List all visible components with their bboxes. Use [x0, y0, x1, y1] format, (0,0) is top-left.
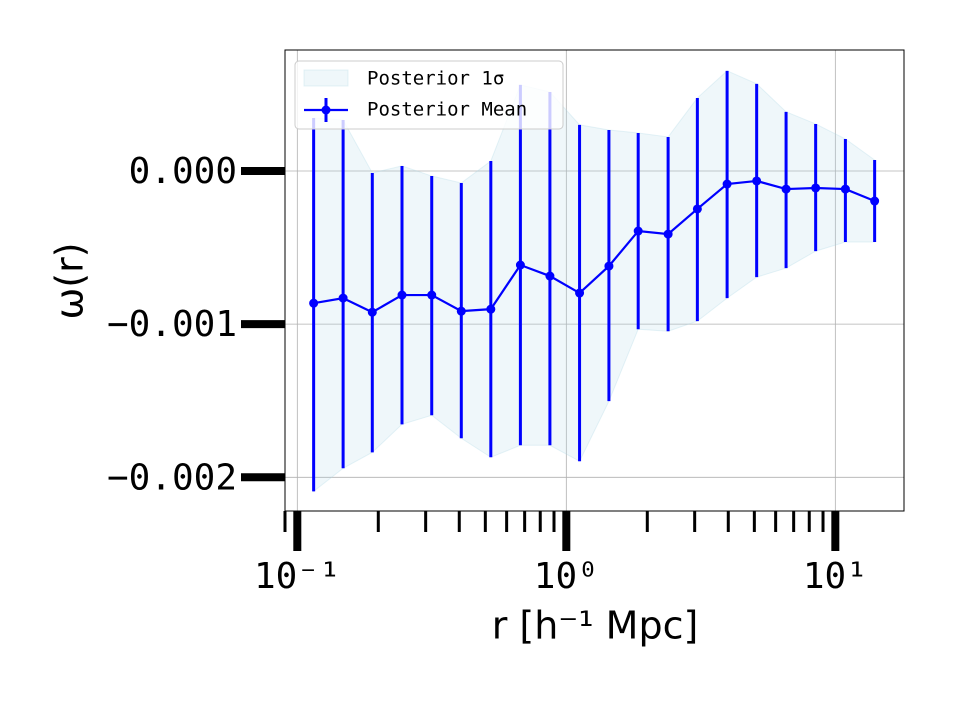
legend-label: Posterior 1σ — [367, 68, 504, 90]
legend-label: Posterior Mean — [367, 99, 527, 121]
mean-point — [781, 184, 791, 194]
mean-point — [338, 293, 348, 303]
mean-point — [663, 229, 673, 239]
y-tick-label: −0.002 — [107, 457, 237, 498]
mean-point — [515, 260, 525, 270]
mean-point — [752, 176, 762, 186]
mean-point — [811, 183, 821, 193]
mean-point — [633, 226, 643, 236]
legend-marker — [321, 105, 331, 115]
mean-point — [692, 204, 702, 214]
x-axis-label: r [h⁻¹ Mpc] — [492, 604, 699, 648]
y-tick-label: 0.000 — [129, 151, 237, 192]
mean-point — [870, 196, 880, 206]
mean-point — [604, 261, 614, 271]
mean-point — [367, 307, 377, 317]
legend: Posterior 1σ Posterior Mean — [294, 60, 564, 130]
mean-point — [840, 184, 850, 194]
y-axis-label: ω(r) — [48, 242, 92, 319]
mean-point — [427, 290, 437, 300]
mean-point — [575, 288, 585, 298]
mean-point — [309, 298, 319, 308]
mean-point — [545, 271, 555, 281]
mean-line — [313, 179, 876, 314]
mean-point — [486, 304, 496, 314]
plot-frame — [284, 49, 905, 512]
legend-box — [294, 60, 564, 130]
mean-point — [722, 179, 732, 189]
mean-point — [456, 306, 466, 316]
x-tick-label: 10⁻¹ — [254, 556, 341, 597]
mean-point — [397, 290, 407, 300]
legend-swatch — [303, 69, 349, 87]
x-tick-label: 10⁰ — [534, 556, 599, 597]
x-tick-label: 10¹ — [803, 556, 868, 597]
y-tick-label: −0.001 — [107, 304, 237, 345]
